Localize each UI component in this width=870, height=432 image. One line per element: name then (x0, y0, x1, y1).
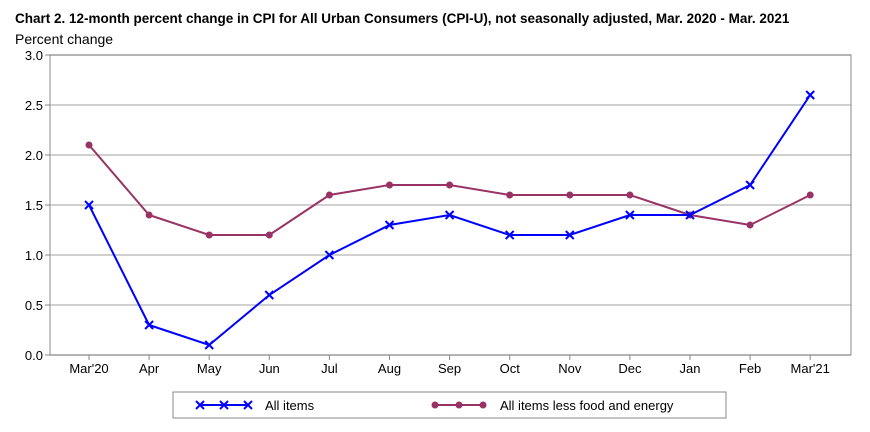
data-point (325, 191, 333, 199)
data-point (219, 400, 229, 410)
data-point (384, 220, 395, 230)
data-point (626, 191, 634, 199)
y-tick-label: 1.5 (25, 198, 43, 213)
data-point (455, 401, 463, 409)
data-point (479, 401, 487, 409)
data-point (745, 180, 755, 190)
data-point (324, 250, 335, 260)
data-point (195, 400, 205, 410)
series-line (88, 144, 811, 236)
y-tick-label: 0.5 (25, 298, 43, 313)
x-tick-label: Mar'21 (791, 361, 830, 376)
x-tick-label: Feb (739, 361, 761, 376)
data-point (204, 340, 214, 350)
x-tick-label: Dec (618, 361, 642, 376)
x-tick-label: May (197, 361, 222, 376)
x-tick-label: Jun (259, 361, 280, 376)
plot-border (49, 54, 852, 356)
x-tick-label: Aug (378, 361, 401, 376)
data-point (386, 181, 393, 189)
data-point (205, 231, 213, 239)
y-axis-label: Percent change (15, 31, 114, 47)
data-point (565, 230, 575, 240)
x-tick-label: Jan (680, 361, 701, 376)
y-tick-label: 2.5 (25, 98, 43, 113)
x-tick-label: Oct (500, 361, 521, 376)
legend-label: All items less food and energy (500, 398, 674, 413)
data-point (506, 191, 514, 199)
x-tick-label: Nov (558, 361, 582, 376)
data-point (446, 181, 454, 189)
data-point (84, 200, 94, 210)
data-point (444, 210, 455, 220)
chart-title: Chart 2. 12-month percent change in CPI … (15, 11, 790, 26)
x-tick-label: Mar'20 (69, 361, 108, 376)
data-point (806, 191, 814, 199)
data-point (265, 231, 273, 239)
x-tick-label: Apr (139, 361, 160, 376)
y-tick-label: 0.0 (25, 348, 43, 363)
y-tick-label: 3.0 (25, 48, 43, 63)
y-tick-label: 1.0 (25, 248, 43, 263)
data-point (805, 90, 815, 100)
data-point (145, 211, 153, 219)
y-tick-label: 2.0 (25, 148, 43, 163)
x-tick-label: Sep (438, 361, 461, 376)
series-line (88, 94, 812, 347)
data-point (746, 221, 754, 229)
x-tick-label: Jul (321, 361, 338, 376)
data-point (685, 210, 695, 220)
data-point (144, 320, 154, 330)
data-point (264, 290, 275, 300)
data-point (625, 210, 635, 220)
data-point (431, 401, 439, 409)
data-point (566, 191, 574, 199)
data-point (243, 400, 253, 410)
data-point (85, 141, 93, 149)
legend-label: All items (265, 398, 315, 413)
data-point (504, 230, 515, 240)
